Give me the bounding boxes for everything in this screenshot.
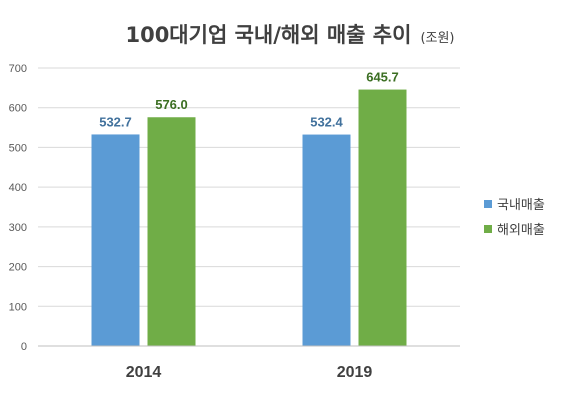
legend-swatch-series-0 bbox=[484, 200, 492, 208]
bar-2019-series-1 bbox=[358, 89, 407, 347]
legend-label-series-0: 국내매출 bbox=[497, 198, 545, 213]
x-tick-label-2019: 2019 bbox=[337, 364, 373, 381]
y-tick-label: 300 bbox=[9, 222, 27, 234]
bar-2014-series-0 bbox=[91, 134, 140, 346]
data-labels: 532.7 576.0 532.4 645.7 bbox=[99, 70, 399, 130]
data-label-2014-series-0: 532.7 bbox=[99, 114, 132, 129]
y-tick-label: 100 bbox=[9, 301, 27, 313]
x-tick-label-2014: 2014 bbox=[126, 364, 162, 381]
chart-title: 100대기업 국내/해외 매출 추이 (조원) bbox=[125, 23, 454, 47]
data-label-2019-series-0: 532.4 bbox=[310, 115, 343, 130]
y-tick-label: 400 bbox=[9, 182, 27, 194]
x-axis-ticks: 2014 2019 bbox=[126, 364, 373, 381]
y-tick-label: 500 bbox=[9, 142, 27, 154]
y-axis-ticks: 0 100 200 300 400 500 600 700 bbox=[9, 63, 27, 353]
bar-2019-series-0 bbox=[302, 134, 351, 346]
bars bbox=[91, 89, 407, 347]
y-tick-label: 600 bbox=[9, 103, 27, 115]
chart-title-main: 100대기업 국내/해외 매출 추이 bbox=[125, 23, 411, 47]
chart-title-unit: (조원) bbox=[420, 31, 454, 46]
legend-label-series-1: 해외매출 bbox=[497, 223, 545, 238]
y-tick-label: 200 bbox=[9, 262, 27, 274]
data-label-2014-series-1: 576.0 bbox=[155, 97, 188, 112]
y-tick-label: 700 bbox=[9, 63, 27, 75]
legend-swatch-series-1 bbox=[484, 225, 492, 233]
bar-2014-series-1 bbox=[147, 117, 196, 346]
y-tick-label: 0 bbox=[21, 341, 27, 353]
data-label-2019-series-1: 645.7 bbox=[366, 70, 399, 85]
